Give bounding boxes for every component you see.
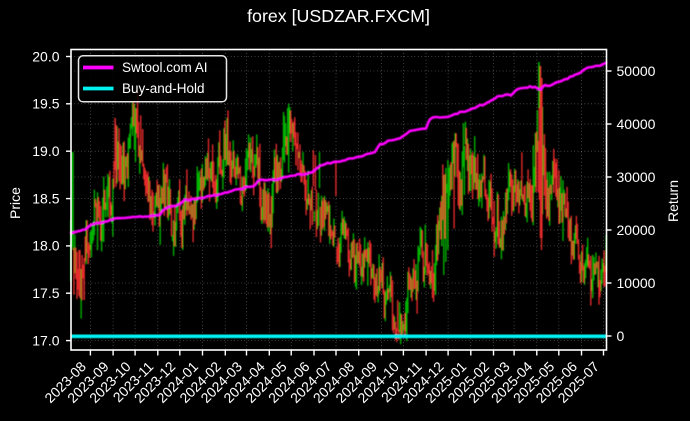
svg-text:0: 0 xyxy=(617,328,625,344)
svg-text:20.0: 20.0 xyxy=(32,48,59,64)
svg-text:20000: 20000 xyxy=(617,222,656,238)
svg-text:forex [USDZAR.FXCM]: forex [USDZAR.FXCM] xyxy=(247,6,430,26)
svg-text:18.5: 18.5 xyxy=(32,190,59,206)
svg-text:17.0: 17.0 xyxy=(32,332,59,348)
svg-text:Price: Price xyxy=(7,187,23,219)
svg-text:50000: 50000 xyxy=(617,63,656,79)
svg-text:19.0: 19.0 xyxy=(32,143,59,159)
svg-text:Return: Return xyxy=(665,180,681,222)
svg-text:17.5: 17.5 xyxy=(32,285,59,301)
svg-text:10000: 10000 xyxy=(617,275,656,291)
svg-text:18.0: 18.0 xyxy=(32,238,59,254)
svg-text:Swtool.com AI: Swtool.com AI xyxy=(122,60,208,75)
svg-text:40000: 40000 xyxy=(617,116,656,132)
svg-text:19.5: 19.5 xyxy=(32,96,59,112)
svg-text:30000: 30000 xyxy=(617,169,656,185)
svg-text:Buy-and-Hold: Buy-and-Hold xyxy=(122,81,205,96)
